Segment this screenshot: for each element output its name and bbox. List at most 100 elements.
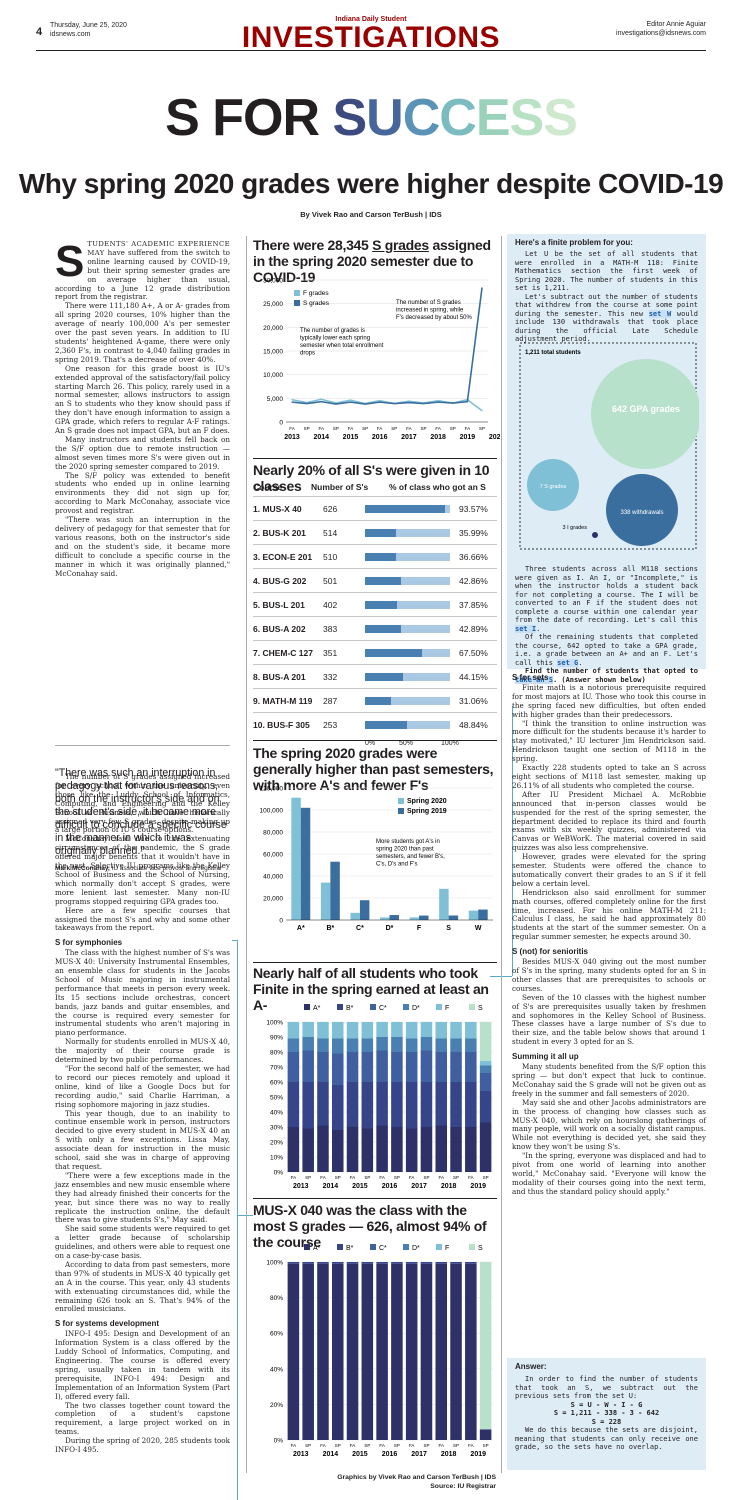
pct-bar-track — [365, 721, 450, 729]
pct-bar-track — [365, 601, 450, 609]
pct-label: 31.06% — [459, 696, 488, 706]
paragraph: She said some students were required to … — [55, 1224, 230, 1261]
masthead: Indiana Daily Student INVESTIGATIONS — [200, 16, 542, 53]
pct-label: 37.85% — [459, 600, 488, 610]
pct-bar-fill — [365, 553, 397, 561]
x-tick-label: SP — [483, 1443, 489, 1448]
bar-segment-Cstar — [420, 1050, 433, 1082]
bar-segment-Cstar — [376, 1050, 388, 1082]
x-tick-label: SP — [453, 1175, 459, 1180]
website-link[interactable]: idsnews.com — [50, 31, 91, 38]
legend-label: Spring 2020 — [407, 798, 447, 805]
bar-segment-Bstar — [405, 1262, 418, 1264]
bar-segment-Astar — [346, 1263, 359, 1440]
pct-label: 67.50% — [459, 648, 488, 658]
annotation-text: More students got A's in — [376, 839, 440, 845]
bar-segment-Astar — [331, 1263, 344, 1440]
column-header: % of class who got an S — [389, 482, 486, 492]
top-classes-table: Course Number of S's % of class who got … — [253, 480, 497, 747]
bar-segment-Astar — [435, 1125, 448, 1172]
table-row: 8. BUS-A 201 332 44.15% — [253, 664, 497, 688]
editor-email[interactable]: investigations@idsnews.com — [616, 30, 706, 37]
bar-segment-F — [450, 1022, 462, 1039]
bar-W-0 — [468, 910, 479, 920]
x-year-label: 2014 — [323, 1451, 339, 1458]
attribution-name: Mark McConahay, — [55, 865, 110, 872]
data-point — [466, 401, 468, 403]
paragraph: Let U be the set of all students that we… — [515, 250, 698, 292]
pct-bar-fill — [365, 721, 407, 729]
pct-bar-track — [365, 529, 450, 537]
article-column-right: S for sets Finite math is a notorious pr… — [512, 672, 706, 1197]
paragraph: INFO-I 495: Design and Development of an… — [55, 1329, 230, 1401]
x-tick-label: SP — [305, 1175, 311, 1180]
answer-box: Answer: In order to find the number of s… — [507, 1358, 706, 1470]
pct-label: 93.57% — [459, 504, 488, 514]
x-tick-label: SP — [305, 1443, 311, 1448]
table-header: Course Number of S's % of class who got … — [253, 480, 497, 496]
header-date-block: Thursday, June 25, 2020 idsnews.com — [50, 21, 127, 39]
bar-segment-Bstar — [479, 1091, 492, 1123]
pct-bar-fill — [365, 649, 423, 657]
bar-segment-Astar — [479, 1429, 492, 1440]
x-year-label: 2019 — [470, 1451, 486, 1458]
pct-label: 44.15% — [459, 672, 488, 682]
bar-segment-Cstar — [317, 1052, 329, 1082]
course-name: 6. BUS-A 202 — [253, 624, 306, 634]
legend-label: Spring 2019 — [407, 808, 447, 815]
x-year-label: 2014 — [313, 434, 329, 441]
paragraph: Let's subtract out the number of student… — [515, 293, 698, 344]
x-tick-label: FA — [320, 1175, 326, 1180]
x-tick-label: FA — [406, 426, 412, 431]
bar-segment-Cstar — [435, 1052, 448, 1082]
column-rule — [501, 236, 502, 1473]
paragraph: May said she and other Jacobs administra… — [512, 1097, 706, 1152]
x-year-label: 2014 — [323, 1183, 339, 1190]
paragraph: The class with the highest number of S's… — [55, 948, 230, 1038]
y-tick-label: 50% — [270, 1095, 283, 1102]
x-tick-label: FA — [438, 1443, 444, 1448]
x-tick-label: SP — [391, 426, 397, 431]
bar-segment-Cstar — [361, 1052, 374, 1082]
bar-A*-1 — [300, 807, 311, 920]
bar-segment-Astar — [405, 1128, 418, 1172]
text: . (Answer shown below) — [552, 675, 646, 684]
header-rule — [36, 50, 706, 51]
x-year-label: 2019 — [470, 1183, 486, 1190]
column-rule — [246, 236, 247, 1473]
data-point — [335, 403, 337, 405]
bar-segment-Bstar — [302, 1082, 314, 1129]
x-year-label: 2017 — [411, 1183, 427, 1190]
y-tick-label: 40,000 — [263, 874, 283, 881]
y-tick-label: 60,000 — [263, 852, 283, 859]
x-year-label: 2020 — [489, 434, 500, 441]
paragraph: "In the spring, everyone was displaced a… — [512, 1151, 706, 1196]
bar-segment-Bstar — [450, 1262, 462, 1264]
byline: By Vivek Rao and Carson TerBush | IDS — [300, 210, 442, 219]
bar-segment-Cstar — [302, 1050, 314, 1082]
y-tick-label: 100,000 — [260, 808, 284, 815]
bar-segment-Bstar — [317, 1082, 329, 1126]
finite-problem-box: Here's a finite problem for you: Let U b… — [507, 234, 706, 684]
title-part: assigned in the spring 2020 semester due… — [253, 237, 491, 285]
bar-segment-Dstar — [435, 1038, 448, 1052]
bar-segment-Cstar — [287, 1052, 300, 1082]
x-tick-label: SP — [394, 1175, 400, 1180]
legend-label: S — [478, 1245, 483, 1252]
x-tick-label: FA — [348, 426, 354, 431]
x-tick-label: FA — [289, 426, 295, 431]
bar-segment-Dstar — [420, 1037, 433, 1051]
annotation-text: typically lower each spring — [300, 336, 370, 342]
axis-label: 100% — [441, 740, 459, 747]
bar-segment-Cstar — [346, 1052, 359, 1082]
set-i-highlight: set I — [515, 624, 537, 633]
pull-quote: "There was such an interruption in pedag… — [55, 767, 230, 875]
bar-segment-Bstar — [391, 1082, 403, 1127]
headline-part1: S FOR — [165, 89, 333, 147]
bar-segment-Astar — [435, 1263, 448, 1440]
column-header: Number of S's — [311, 482, 369, 492]
paragraph: Here are a few specific courses that ass… — [55, 905, 230, 933]
x-tick-label: FA — [350, 1443, 356, 1448]
data-point — [379, 401, 381, 403]
set-w-highlight: set W — [648, 309, 672, 318]
